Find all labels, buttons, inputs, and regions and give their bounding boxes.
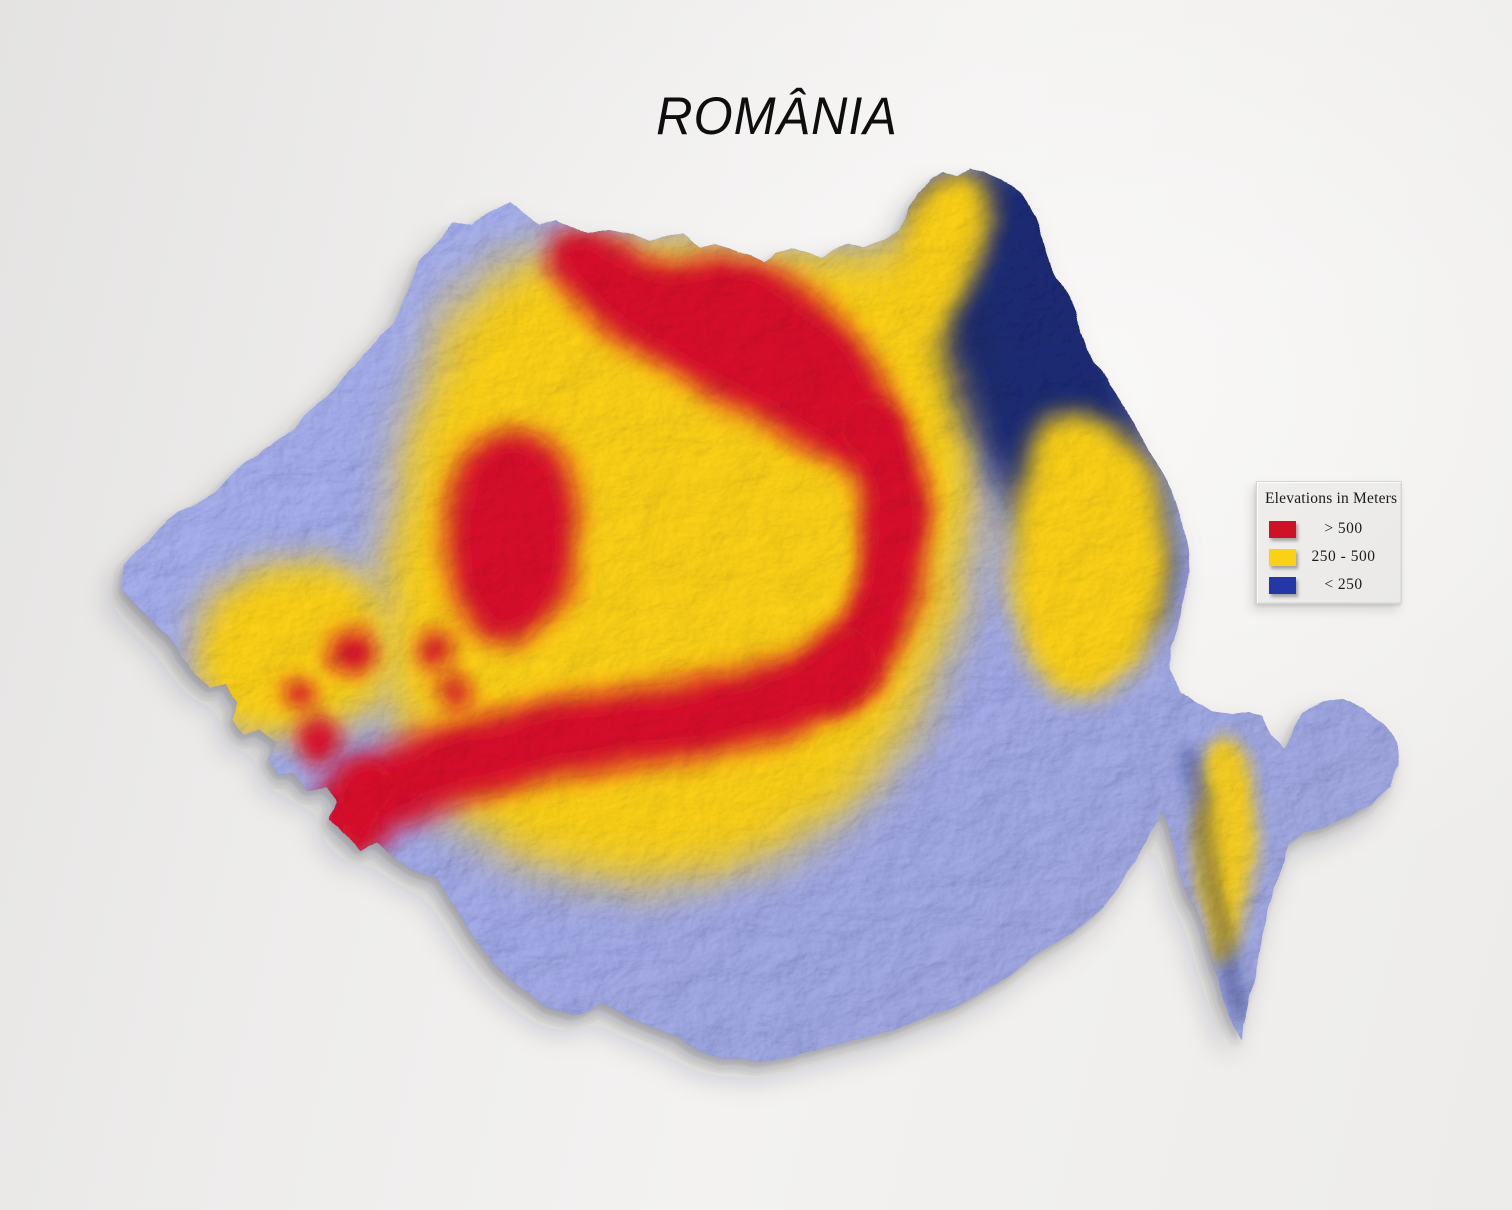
legend-row-low: < 250 bbox=[1265, 571, 1393, 599]
legend-label-high: > 500 bbox=[1324, 520, 1363, 537]
legend-panel: Elevations in Meters > 500 250 - 500 < 2… bbox=[1256, 481, 1402, 604]
map-landmass bbox=[122, 167, 1398, 1063]
legend-title: Elevations in Meters bbox=[1265, 490, 1398, 507]
legend-swatch-mid bbox=[1269, 548, 1296, 566]
map-title: ROMÂNIA bbox=[656, 87, 898, 146]
legend-label-low: < 250 bbox=[1324, 576, 1363, 593]
legend-swatch-low bbox=[1269, 576, 1296, 594]
legend-row-mid: 250 - 500 bbox=[1265, 543, 1393, 571]
legend-row-high: > 500 bbox=[1265, 515, 1393, 543]
relief-texture-fine bbox=[122, 167, 1398, 1063]
legend-label-mid: 250 - 500 bbox=[1311, 548, 1376, 565]
legend-swatch-high bbox=[1269, 520, 1296, 538]
